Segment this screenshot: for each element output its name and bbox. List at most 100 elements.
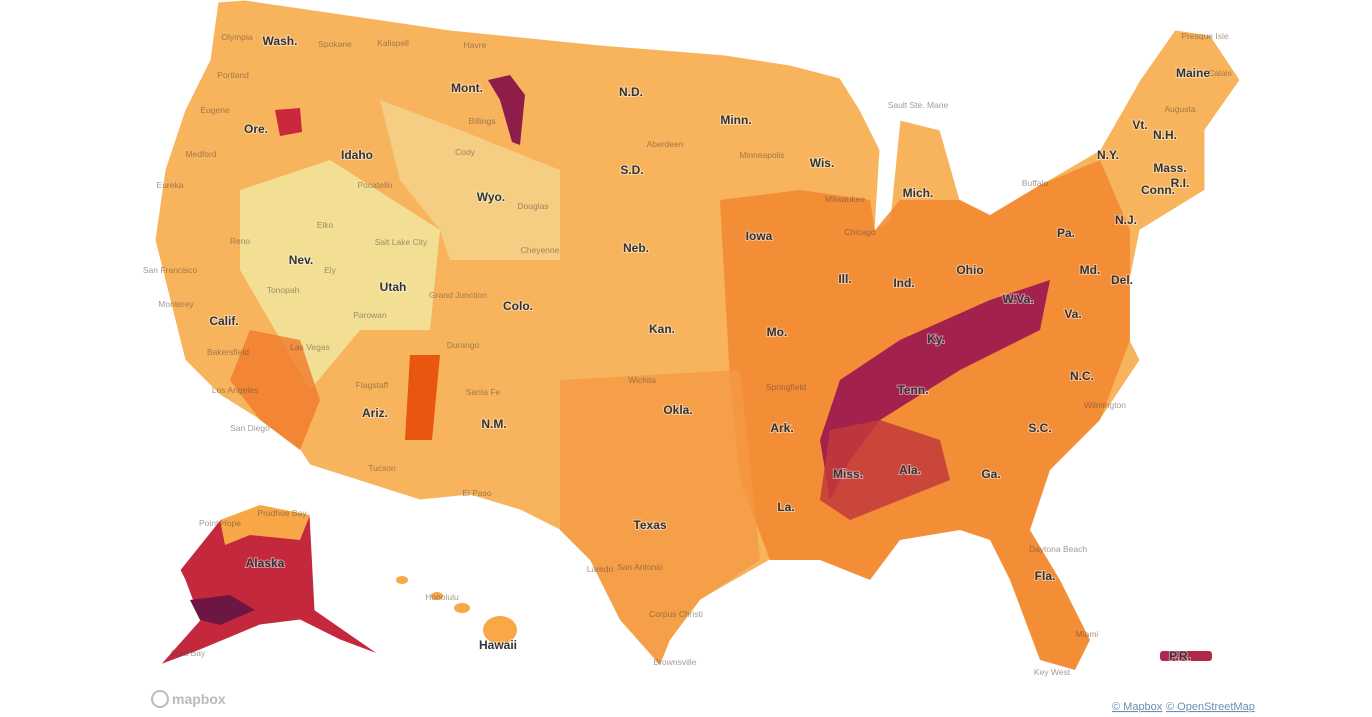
montana-dark xyxy=(488,75,525,145)
state-label: Utah xyxy=(380,280,407,294)
south-plains xyxy=(560,370,760,665)
state-label: Ore. xyxy=(244,122,268,136)
city-label: Santa Fe xyxy=(466,387,501,397)
state-label: Okla. xyxy=(663,403,692,417)
state-label: Va. xyxy=(1064,307,1081,321)
island xyxy=(396,576,408,584)
city-label: Miami xyxy=(1076,629,1099,639)
southwest-dark xyxy=(230,330,320,450)
city-label: Cold Bay xyxy=(171,648,206,658)
attribution-osm[interactable]: © OpenStreetMap xyxy=(1166,701,1255,713)
city-label: Laredo xyxy=(587,564,614,574)
attribution-mapbox[interactable]: © Mapbox xyxy=(1112,701,1163,713)
state-label: Fla. xyxy=(1035,569,1056,583)
city-label: Spokane xyxy=(318,39,352,49)
state-label: Texas xyxy=(633,518,666,532)
state-label: W.Va. xyxy=(1002,292,1033,306)
state-label: Mass. xyxy=(1153,161,1186,175)
state-label: Ala. xyxy=(899,463,921,477)
state-label: Miss. xyxy=(833,467,863,481)
state-label: Idaho xyxy=(341,148,373,162)
state-label: Ga. xyxy=(981,467,1000,481)
city-label: San Diego xyxy=(230,423,270,433)
city-label: Point Hope xyxy=(199,518,241,528)
city-label: Key West xyxy=(1034,667,1071,677)
city-label: Havre xyxy=(464,40,487,50)
city-label: Elko xyxy=(317,220,334,230)
city-label: El Paso xyxy=(462,488,492,498)
city-label: Cody xyxy=(455,147,476,157)
city-label: Sault Ste. Marie xyxy=(888,100,949,110)
state-label: Mont. xyxy=(451,81,483,95)
state-label: Tenn. xyxy=(897,383,928,397)
state-label: N.Y. xyxy=(1097,148,1119,162)
state-label: Colo. xyxy=(503,299,533,313)
island xyxy=(483,616,517,644)
city-label: Los Angeles xyxy=(212,385,258,395)
state-label: Wyo. xyxy=(477,190,505,204)
state-label: Neb. xyxy=(623,241,649,255)
state-label: Iowa xyxy=(746,229,773,243)
alaska xyxy=(159,504,381,666)
city-label: Tonopah xyxy=(267,285,300,295)
city-label: San Francisco xyxy=(143,265,198,275)
state-label: Maine xyxy=(1176,66,1210,80)
state-label: Pa. xyxy=(1057,226,1075,240)
state-label: Wash. xyxy=(263,34,298,48)
labels: Wash. Ore. Calif. Nev. Idaho Mont. Wyo. Utah Col… xyxy=(143,31,1232,677)
state-label: Ky. xyxy=(927,332,945,346)
city-label: Calais xyxy=(1208,68,1232,78)
city-label: Buffalo xyxy=(1022,178,1049,188)
city-label: Parowan xyxy=(353,310,387,320)
city-label: Wilmington xyxy=(1084,400,1126,410)
city-label: Flagstaff xyxy=(356,380,389,390)
state-label: Vt. xyxy=(1132,118,1147,132)
appalachia-dark xyxy=(820,280,1050,500)
city-label: Corpus Christi xyxy=(649,609,703,619)
island xyxy=(454,603,470,613)
mountain-pale xyxy=(380,100,560,260)
city-label: Grand Junction xyxy=(429,290,487,300)
city-label: Brownsville xyxy=(654,657,697,667)
state-label: Ohio xyxy=(956,263,983,277)
alaska-north xyxy=(220,505,310,545)
alaska-southwest xyxy=(190,595,255,625)
city-label: Pocatello xyxy=(358,180,393,190)
state-label: Del. xyxy=(1111,273,1133,287)
logo-text: mapbox xyxy=(172,691,226,707)
city-label: Daytona Beach xyxy=(1029,544,1087,554)
city-label: Aberdeen xyxy=(647,139,684,149)
mapbox-logo: mapbox xyxy=(151,690,226,708)
state-label: Ark. xyxy=(770,421,793,435)
city-label: Chicago xyxy=(844,227,875,237)
city-label: Kalispell xyxy=(377,38,409,48)
city-label: Minneapolis xyxy=(739,150,784,160)
state-label: Ariz. xyxy=(362,406,388,420)
city-label: Cheyenne xyxy=(521,245,560,255)
state-label: N.M. xyxy=(481,417,506,431)
west-pale xyxy=(240,160,440,390)
city-label: Reno xyxy=(230,236,251,246)
state-label: La. xyxy=(777,500,794,514)
state-label: N.J. xyxy=(1115,213,1137,227)
state-label: Calif. xyxy=(209,314,238,328)
state-label: N.H. xyxy=(1153,128,1177,142)
state-label: P.R. xyxy=(1169,649,1191,663)
state-label: Ill. xyxy=(838,272,851,286)
logo-icon xyxy=(151,690,169,708)
state-label: Nev. xyxy=(289,253,313,267)
city-label: Douglas xyxy=(517,201,548,211)
city-label: Milwaukee xyxy=(825,194,865,204)
state-label: Mich. xyxy=(903,186,934,200)
state-label: R.I. xyxy=(1171,176,1190,190)
state-label: S.D. xyxy=(620,163,643,177)
puerto-rico xyxy=(1160,651,1212,661)
state-label: Ind. xyxy=(893,276,914,290)
state-label: Md. xyxy=(1080,263,1101,277)
city-label: Durango xyxy=(447,340,480,350)
state-label: Wis. xyxy=(810,156,835,170)
land xyxy=(154,0,1241,671)
state-label: N.C. xyxy=(1070,369,1094,383)
state-label: Alaska xyxy=(246,556,285,570)
new-mexico-dark xyxy=(405,355,440,440)
